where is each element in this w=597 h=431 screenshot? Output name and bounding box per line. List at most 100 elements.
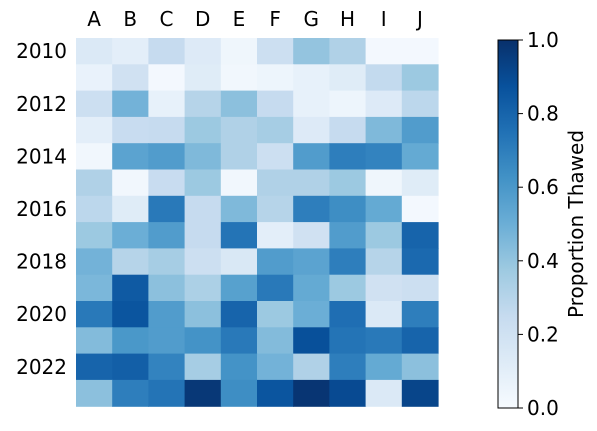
heatmap-cell-2015-J (401, 169, 439, 197)
heatmap-cell-2010-I (365, 38, 403, 65)
heatmap-cell-2016-H (329, 195, 367, 223)
heatmap-cell-2017-C (148, 222, 186, 249)
heatmap-cell-2015-C (148, 169, 186, 197)
heatmap-cell-2011-C (148, 64, 186, 92)
row-tick-labels: 2010 2012 2014 2016 2018 2020 2022 (16, 39, 67, 379)
heatmap-cell-2021-D (184, 327, 222, 355)
heatmap-cell-2020-B (112, 301, 149, 328)
heatmap-cell-2017-F (257, 222, 294, 249)
heatmap-cell-2023-J (401, 379, 439, 407)
column-label-I: I (381, 7, 387, 31)
heatmap-cell-2011-I (365, 64, 403, 92)
column-label-B: B (123, 7, 137, 31)
heatmap-cell-2015-D (184, 169, 222, 197)
heatmap-cell-2016-A (76, 195, 113, 223)
column-label-D: D (195, 7, 210, 31)
heatmap-cell-2022-E (220, 353, 258, 381)
heatmap-cell-2023-A (76, 379, 113, 407)
heatmap-cell-2019-I (365, 274, 403, 302)
heatmap-cell-2016-D (184, 195, 222, 223)
heatmap-cell-2012-I (365, 90, 403, 118)
heatmap-cell-2021-H (329, 327, 367, 355)
heatmap-cell-2019-J (401, 274, 439, 302)
heatmap-cell-2019-H (329, 274, 367, 302)
heatmap-cell-2014-F (257, 143, 294, 171)
heatmap-cell-2016-C (148, 195, 186, 223)
heatmap-cell-2018-E (220, 248, 258, 276)
heatmap-cell-2013-D (184, 116, 222, 144)
heatmap-cell-2019-A (76, 274, 113, 302)
heatmap-cells (76, 38, 439, 407)
row-label-2010: 2010 (16, 39, 67, 63)
heatmap-cell-2016-F (257, 195, 294, 223)
heatmap-cell-2013-A (76, 116, 113, 144)
heatmap-cell-2011-H (329, 64, 367, 92)
heatmap-cell-2014-I (365, 143, 403, 171)
heatmap-cell-2010-D (184, 38, 222, 65)
heatmap-cell-2020-F (257, 301, 294, 328)
heatmap-cell-2011-J (401, 64, 439, 92)
heatmap-cell-2014-A (76, 143, 113, 171)
heatmap-cell-2010-A (76, 38, 113, 65)
colorbar-ticks: 0.0 0.2 0.4 0.6 0.8 1.0 (518, 28, 559, 420)
heatmap-cell-2019-F (257, 274, 294, 302)
colorbar-tick-label: 1.0 (527, 28, 559, 52)
heatmap-cell-2015-G (293, 169, 330, 197)
heatmap-cell-2014-H (329, 143, 367, 171)
heatmap-cell-2013-I (365, 116, 403, 144)
column-label-G: G (304, 7, 320, 31)
colorbar-tick-label: 0.0 (527, 396, 559, 420)
heatmap-cell-2016-I (365, 195, 403, 223)
heatmap-cell-2010-B (112, 38, 149, 65)
heatmap-cell-2021-E (220, 327, 258, 355)
heatmap-cell-2022-C (148, 353, 186, 381)
heatmap-cell-2021-G (293, 327, 330, 355)
heatmap-cell-2020-E (220, 301, 258, 328)
heatmap-cell-2018-C (148, 248, 186, 276)
heatmap-cell-2012-A (76, 90, 113, 118)
heatmap-cell-2012-H (329, 90, 367, 118)
heatmap-cell-2018-I (365, 248, 403, 276)
heatmap-cell-2022-G (293, 353, 330, 381)
heatmap-cell-2014-G (293, 143, 330, 171)
heatmap-cell-2017-G (293, 222, 330, 249)
heatmap-cell-2017-H (329, 222, 367, 249)
colorbar-tick-label: 0.6 (527, 175, 559, 199)
heatmap-cell-2020-G (293, 301, 330, 328)
heatmap-cell-2018-B (112, 248, 149, 276)
heatmap-cell-2017-J (401, 222, 439, 249)
heatmap-cell-2011-A (76, 64, 113, 92)
column-label-H: H (340, 7, 355, 31)
heatmap-cell-2012-J (401, 90, 439, 118)
heatmap-cell-2023-H (329, 379, 367, 407)
heatmap-cell-2021-A (76, 327, 113, 355)
heatmap-cell-2023-I (365, 379, 403, 407)
heatmap-cell-2015-H (329, 169, 367, 197)
column-label-J: J (415, 7, 423, 31)
heatmap-cell-2022-H (329, 353, 367, 381)
row-label-2022: 2022 (16, 355, 67, 379)
heatmap-cell-2013-B (112, 116, 149, 144)
heatmap-cell-2017-B (112, 222, 149, 249)
heatmap-cell-2022-A (76, 353, 113, 381)
heatmap-cell-2017-E (220, 222, 258, 249)
heatmap-cell-2018-H (329, 248, 367, 276)
heatmap-cell-2020-I (365, 301, 403, 328)
heatmap-cell-2013-G (293, 116, 330, 144)
heatmap-cell-2012-C (148, 90, 186, 118)
heatmap-cell-2020-J (401, 301, 439, 328)
heatmap-cell-2010-J (401, 38, 439, 65)
heatmap-cell-2020-D (184, 301, 222, 328)
heatmap-cell-2018-A (76, 248, 113, 276)
heatmap-cell-2018-F (257, 248, 294, 276)
heatmap-cell-2016-B (112, 195, 149, 223)
heatmap-cell-2023-D (184, 379, 222, 407)
column-label-F: F (269, 7, 281, 31)
heatmap-cell-2022-J (401, 353, 439, 381)
heatmap-cell-2022-D (184, 353, 222, 381)
heatmap-cell-2017-I (365, 222, 403, 249)
heatmap-cell-2019-B (112, 274, 149, 302)
heatmap-cell-2015-I (365, 169, 403, 197)
heatmap-cell-2014-B (112, 143, 149, 171)
heatmap-cell-2010-E (220, 38, 258, 65)
